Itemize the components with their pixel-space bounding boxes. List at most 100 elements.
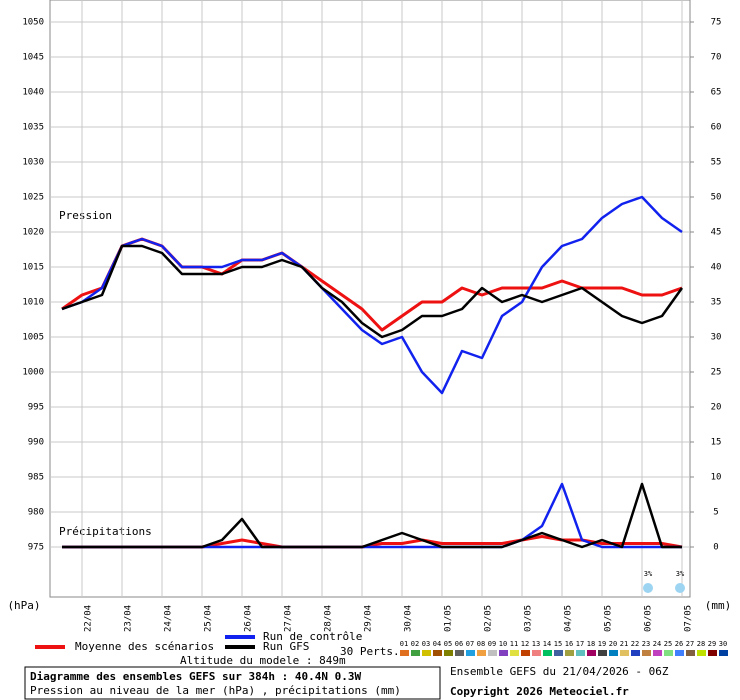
perturbation-name: 11	[510, 640, 518, 648]
y-tick-label: 975	[28, 543, 44, 553]
y2-tick-label: 25	[711, 368, 722, 378]
x-tick-label: 28/04	[324, 605, 334, 632]
y2-tick-label: 35	[711, 298, 722, 308]
perturbation-name: 13	[532, 640, 540, 648]
perturbation-label: 30 Perts.	[340, 645, 400, 658]
y-tick-label: 1015	[22, 263, 44, 273]
y-tick-label: 1010	[22, 298, 44, 308]
y-tick-label: 1020	[22, 228, 44, 238]
legend-label: Moyenne des scénarios	[75, 640, 214, 653]
x-tick-label: 05/05	[604, 605, 614, 632]
perturbation-swatch	[653, 650, 662, 656]
y2-tick-label: 45	[711, 228, 722, 238]
snow-label: 3%	[676, 570, 685, 578]
perturbation-name: 19	[598, 640, 606, 648]
perturbation-swatch	[488, 650, 497, 656]
x-tick-label: 25/04	[204, 605, 214, 632]
y-tick-label: 1045	[22, 53, 44, 63]
x-tick-label: 30/04	[404, 605, 414, 632]
x-tick-label: 24/04	[164, 605, 174, 632]
perturbation-swatch	[510, 650, 519, 656]
snow-icon	[675, 583, 685, 593]
perturbation-swatch	[620, 650, 629, 656]
y-tick-label: 990	[28, 438, 44, 448]
perturbation-swatch	[719, 650, 728, 656]
perturbation-swatch	[664, 650, 673, 656]
snow-icon	[643, 583, 653, 593]
perturbation-name: 08	[477, 640, 485, 648]
perturbation-name: 18	[587, 640, 595, 648]
perturbation-name: 03	[422, 640, 430, 648]
y-tick-label: 1005	[22, 333, 44, 343]
perturbation-name: 05	[444, 640, 452, 648]
y2-tick-label: 0	[713, 543, 718, 553]
title-box	[24, 666, 441, 700]
y-tick-label: 1040	[22, 88, 44, 98]
y-tick-label: 985	[28, 473, 44, 483]
perturbation-name: 22	[631, 640, 639, 648]
x-tick-label: 23/04	[124, 605, 134, 632]
annotation: Altitude du modele : 849m	[180, 654, 346, 667]
y2-tick-label: 65	[711, 88, 722, 98]
x-tick-label: 04/05	[564, 605, 574, 632]
perturbation-name: 23	[642, 640, 650, 648]
y2-tick-label: 50	[711, 193, 722, 203]
y-tick-label: 995	[28, 403, 44, 413]
perturbation-name: 15	[554, 640, 562, 648]
perturbation-name: 07	[466, 640, 474, 648]
y2-tick-label: 75	[711, 18, 722, 28]
y2-tick-label: 60	[711, 123, 722, 133]
perturbation-name: 10	[499, 640, 507, 648]
perturbation-name: 02	[411, 640, 419, 648]
perturbation-name: 25	[664, 640, 672, 648]
perturbation-name: 17	[576, 640, 584, 648]
plot-frame	[49, 0, 691, 598]
perturbation-name: 26	[675, 640, 683, 648]
perturbation-name: 12	[521, 640, 529, 648]
perturbation-swatch	[400, 650, 409, 656]
perturbation-swatch	[565, 650, 574, 656]
legend-label: Run GFS	[263, 640, 309, 653]
perturbation-swatch	[675, 650, 684, 656]
precip-line	[62, 482, 682, 549]
perturbation-name: 20	[609, 640, 617, 648]
pressure-line	[61, 244, 684, 339]
perturbation-swatch	[598, 650, 607, 656]
chart-subtitle: Pression au niveau de la mer (hPa) , pré…	[30, 684, 401, 697]
pressure-line	[61, 195, 683, 395]
y-tick-label: 1035	[22, 123, 44, 133]
perturbation-name: 14	[543, 640, 551, 648]
perturbation-swatch	[444, 650, 453, 656]
perturbation-name: 24	[653, 640, 661, 648]
perturbation-name: 01	[400, 640, 408, 648]
perturbation-swatch	[686, 650, 695, 656]
legend-label: Run de contrôle	[263, 630, 362, 643]
x-tick-label: 03/05	[524, 605, 534, 632]
perturbation-swatch	[609, 650, 618, 656]
y-tick-label: 980	[28, 508, 44, 518]
x-tick-label: 22/04	[84, 605, 94, 632]
perturbation-swatch	[708, 650, 717, 656]
y-tick-label: 1025	[22, 193, 44, 203]
perturbation-swatch	[477, 650, 486, 656]
perturbation-name: 30	[719, 640, 727, 648]
perturbation-swatch	[499, 650, 508, 656]
perturbation-swatch	[576, 650, 585, 656]
annotation: Précipitations	[59, 525, 152, 538]
perturbation-name: 04	[433, 640, 441, 648]
perturbation-swatch	[554, 650, 563, 656]
perturbation-swatch	[422, 650, 431, 656]
y-axis-label: (hPa)	[7, 599, 40, 612]
perturbation-swatch	[433, 650, 442, 656]
annotation: Copyright 2026 Meteociel.fr	[450, 685, 629, 698]
perturbation-swatch	[642, 650, 651, 656]
y2-axis-label: (mm)	[705, 599, 732, 612]
y2-tick-label: 20	[711, 403, 722, 413]
perturbation-swatch	[543, 650, 552, 656]
perturbation-swatch	[521, 650, 530, 656]
y2-tick-label: 15	[711, 438, 722, 448]
x-tick-label: 29/04	[364, 605, 374, 632]
annotation: Pression	[59, 209, 112, 222]
x-tick-label: 01/05	[444, 605, 454, 632]
